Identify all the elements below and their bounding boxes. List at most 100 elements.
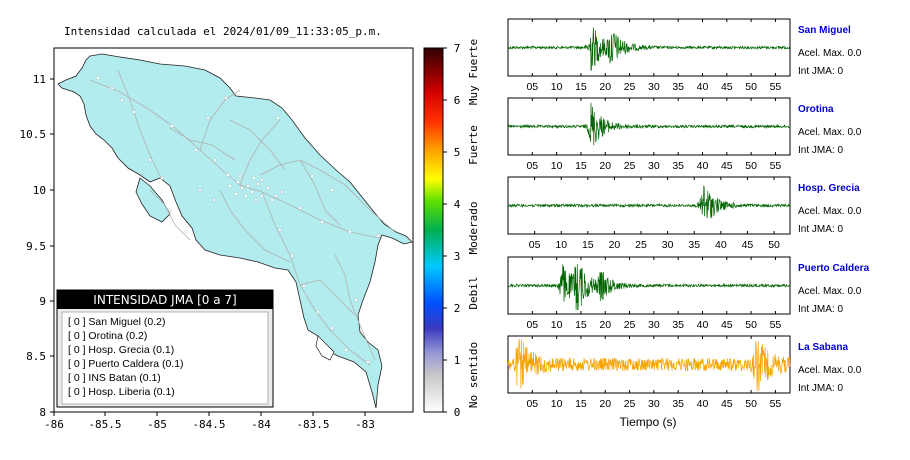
waveform-panels: 05 10 15 20 25 30 35 40 45 50 55 San Miguel Acel. Ma… [507,18,870,410]
time-tick-label: 20 [599,81,611,93]
legend-item: [ 0 ] Puerto Caldera (0.1) [68,358,184,370]
time-tick-label: 25 [624,319,636,331]
waveform-panel: 05 10 15 20 25 30 35 40 45 50 55 Orotina Acel. Max. … [507,97,862,172]
lon-tick-label: -86 [44,418,64,431]
nicoya-peninsula [135,177,171,223]
lat-tick-label: 10 [33,184,46,197]
colorbar-category-label: Fuerte [467,125,480,165]
lon-tick-label: -83 [355,418,375,431]
colorbar-tick-label: 2 [454,302,461,315]
time-tick-label: 35 [672,319,684,331]
jma-intensity: Int JMA: 0 [798,66,843,77]
waveform-trace [507,185,791,219]
time-tick-label: 15 [575,160,587,172]
map-title: Intensidad calculada el 2024/01/09_11:33… [64,25,382,38]
jma-intensity: Int JMA: 0 [798,224,843,235]
waveform-panel: 05 10 15 20 25 30 35 40 45 50 55 San Miguel Acel. Ma… [507,18,862,93]
legend-item: [ 0 ] Hosp. Liberia (0.1) [68,386,175,398]
time-tick-label: 50 [745,81,757,93]
latitude-axis: 8 8.5 9 9.5 10 10.5 11 [20,73,54,419]
jma-intensity: Int JMA: 0 [798,383,843,394]
time-tick-label: 30 [648,160,660,172]
time-tick-label: 40 [715,239,727,251]
time-tick-label: 15 [582,239,594,251]
waveform-panel: 05 10 15 20 25 30 35 40 45 50 55 Puerto Caldera Acel… [507,256,870,331]
waveform-trace [507,102,791,146]
lon-tick-label: -83.5 [296,418,329,431]
intensity-colorbar: 0 1 2 3 4 5 6 7 No sentido Debil Moderado Fuerte Mu… [423,39,480,419]
time-tick-label: 55 [770,319,782,331]
time-tick-label: 25 [635,239,647,251]
waveform-trace [507,339,791,391]
legend-title: INTENSIDAD JMA [0 a 7] [93,293,236,307]
time-tick-label: 55 [770,398,782,410]
lon-tick-label: -84.5 [192,418,225,431]
station-name: Hosp. Grecia [798,183,860,194]
time-tick-label: 10 [551,319,563,331]
max-acceleration: Acel. Max. 0.0 [798,127,862,138]
time-tick-label: 50 [745,319,757,331]
jma-intensity: Int JMA: 0 [798,145,843,156]
colorbar-tick-label: 5 [454,146,461,159]
legend-item: [ 0 ] Orotina (0.2) [68,330,147,342]
max-acceleration: Acel. Max. 0.0 [798,206,862,217]
time-tick-label: 20 [599,398,611,410]
time-tick-label: 45 [742,239,754,251]
legend-item: [ 0 ] INS Batan (0.1) [68,372,161,384]
time-tick-label: 30 [662,239,674,251]
time-tick-label: 05 [526,398,538,410]
time-tick-label: 35 [672,160,684,172]
station-name: La Sabana [798,342,848,353]
max-acceleration: Acel. Max. 0.0 [798,286,862,297]
time-tick-label: 20 [599,160,611,172]
time-tick-label: 05 [526,160,538,172]
road-network [89,69,396,366]
lat-tick-label: 8 [39,406,46,419]
station-name: Puerto Caldera [798,263,870,274]
time-tick-label: 30 [648,81,660,93]
lon-tick-label: -84 [251,418,271,431]
lat-tick-label: 10.5 [20,128,47,141]
station-name: San Miguel [798,25,851,36]
time-tick-label: 45 [721,398,733,410]
time-tick-label: 10 [555,239,567,251]
time-tick-label: 05 [526,81,538,93]
time-tick-label: 15 [575,398,587,410]
time-tick-label: 55 [770,160,782,172]
time-tick-label: 50 [745,160,757,172]
time-tick-label: 10 [551,398,563,410]
town-markers [96,76,380,364]
time-tick-label: 40 [697,81,709,93]
lat-tick-label: 9.5 [26,240,46,253]
colorbar-category-label: Muy Fuerte [467,39,480,105]
lat-tick-label: 11 [33,73,46,86]
time-tick-label: 30 [648,319,660,331]
costa-rica-land [57,53,413,409]
time-axis-label: Tiempo (s) [620,415,677,429]
colorbar-category-label: No sentido [467,342,480,408]
time-tick-label: 35 [672,81,684,93]
lat-tick-label: 9 [39,295,46,308]
colorbar-tick-label: 1 [454,354,461,367]
lon-tick-label: -85 [147,418,167,431]
time-tick-label: 50 [745,398,757,410]
longitude-axis: -86 -85.5 -85 -84.5 -84 -83.5 -83 [44,412,375,431]
colorbar-tick-label: 3 [454,250,461,263]
colorbar-category-label: Moderado [467,202,480,255]
max-acceleration: Acel. Max. 0.0 [798,48,862,59]
time-tick-label: 40 [697,160,709,172]
colorbar-tick-label: 7 [454,42,461,55]
time-tick-label: 10 [551,81,563,93]
legend-item: [ 0 ] San Miguel (0.2) [68,316,165,328]
colorbar-tick-label: 0 [454,406,461,419]
time-tick-label: 40 [697,319,709,331]
waveform-trace [507,27,790,72]
time-tick-label: 45 [721,81,733,93]
time-tick-label: 25 [624,81,636,93]
time-tick-label: 20 [609,239,621,251]
time-tick-label: 25 [624,398,636,410]
time-tick-label: 35 [672,398,684,410]
time-tick-label: 15 [575,319,587,331]
colorbar-category-label: Debil [467,276,480,309]
